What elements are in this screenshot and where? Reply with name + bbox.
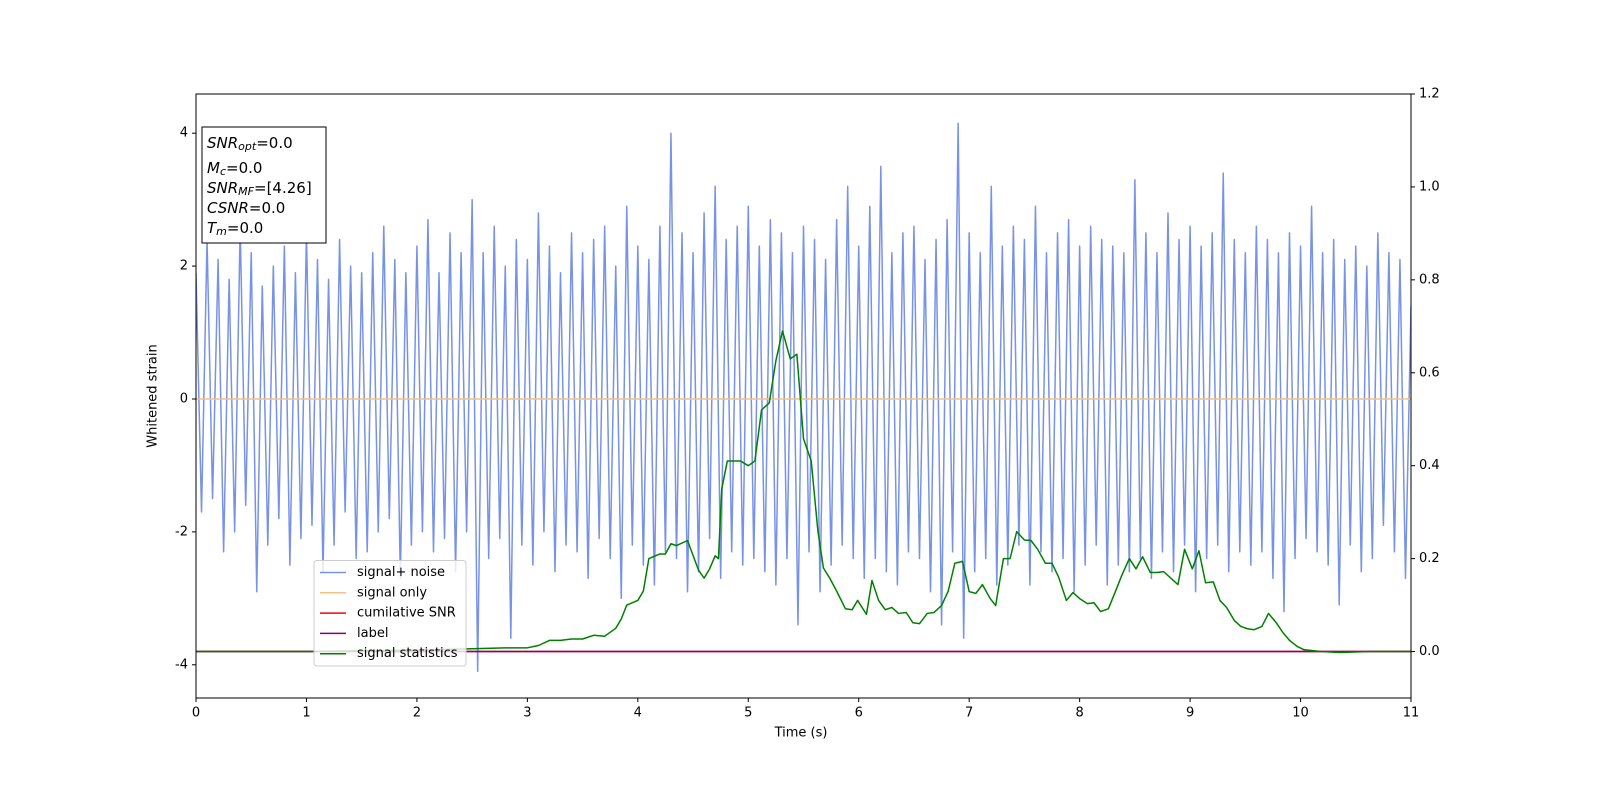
value: =0.0 [226,159,262,177]
symbol: SNR [207,134,238,152]
y-tick-label: 0 [180,391,188,406]
symbol: SNR [207,179,238,197]
legend-box [313,560,467,667]
text-box-line: Tm=0.0 [207,219,263,239]
x-tick-label: 3 [523,706,531,721]
y2-tick-label: 0.2 [1419,551,1440,566]
symbol: M [207,159,220,177]
x-tick-label: 10 [1292,706,1309,721]
symbol: T [207,219,218,237]
x-tick-label: 11 [1403,706,1420,721]
y2-tick-label: 0.4 [1419,458,1440,473]
subscript: MF [238,185,254,198]
value: =0.0 [249,199,285,217]
text-box-frame [201,126,327,244]
x-tick-label: 1 [302,706,310,721]
x-tick-label: 4 [634,706,642,721]
y2-tick-label: 0.6 [1419,365,1440,380]
subscript: m [216,225,227,238]
y2-tick-label: 1.0 [1419,179,1440,194]
text-box-line: Mc=0.0 [207,159,262,179]
x-tick-label: 5 [744,706,752,721]
legend-label: signal statistics [357,646,458,661]
y-tick-label: -2 [175,524,188,539]
value: =0.0 [256,134,292,152]
legend-label: cumilative SNR [357,606,456,621]
y-axis-label: Whitened strain [146,344,161,447]
x-tick-label: 7 [965,706,973,721]
x-tick-label: 0 [192,706,200,721]
text-box: SNRopt=0.0Mc=0.0SNRMF=[4.26]CSNR=0.0Tm=0… [201,126,327,244]
text-box-line: SNRopt=0.0 [207,134,293,154]
text-box-line: SNRMF=[4.26] [207,179,312,199]
x-axis-label: Time (s) [774,726,828,741]
axes: 0 1 2 3 4 5 6 7 8 9 10 11 -4 -2 0 2 4 0.0 0.2 0.4 0.6 0.8 1.0 1… [175,87,1440,721]
series-line [196,122,1411,673]
text-box-line: CSNR=0.0 [207,199,285,217]
x-tick-label: 9 [1186,706,1194,721]
legend-label: signal+ noise [357,565,445,580]
legend-label: signal only [357,585,427,600]
legend: signal+ noise signal only cumilative SNR la… [313,560,467,667]
x-tick-label: 8 [1075,706,1083,721]
subscript: c [220,165,226,178]
symbol: CSNR [207,199,249,217]
y2-tick-label: 1.2 [1419,87,1440,102]
y2-tick-label: 0.0 [1419,644,1440,659]
x-tick-label: 2 [413,706,421,721]
value: =[4.26] [254,179,312,197]
y-tick-label: -4 [175,657,188,672]
series-line [196,330,1411,654]
legend-label: label [357,626,388,641]
y-tick-label: 4 [180,126,188,141]
y2-tick-label: 0.8 [1419,272,1440,287]
subscript: opt [238,140,257,153]
value: =0.0 [227,219,263,237]
x-tick-label: 6 [855,706,863,721]
y-tick-label: 2 [180,259,188,274]
axes-frame [195,93,1412,699]
